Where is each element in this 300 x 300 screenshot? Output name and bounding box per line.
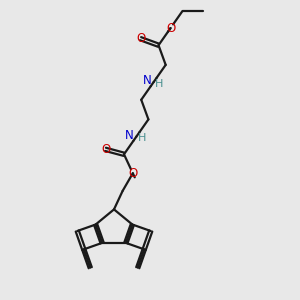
Text: O: O <box>128 167 137 180</box>
Text: H: H <box>155 79 163 89</box>
Text: N: N <box>125 129 134 142</box>
Text: O: O <box>166 22 175 34</box>
Text: O: O <box>136 32 145 45</box>
Text: H: H <box>138 133 146 143</box>
Text: O: O <box>101 143 110 156</box>
Text: N: N <box>142 74 151 87</box>
